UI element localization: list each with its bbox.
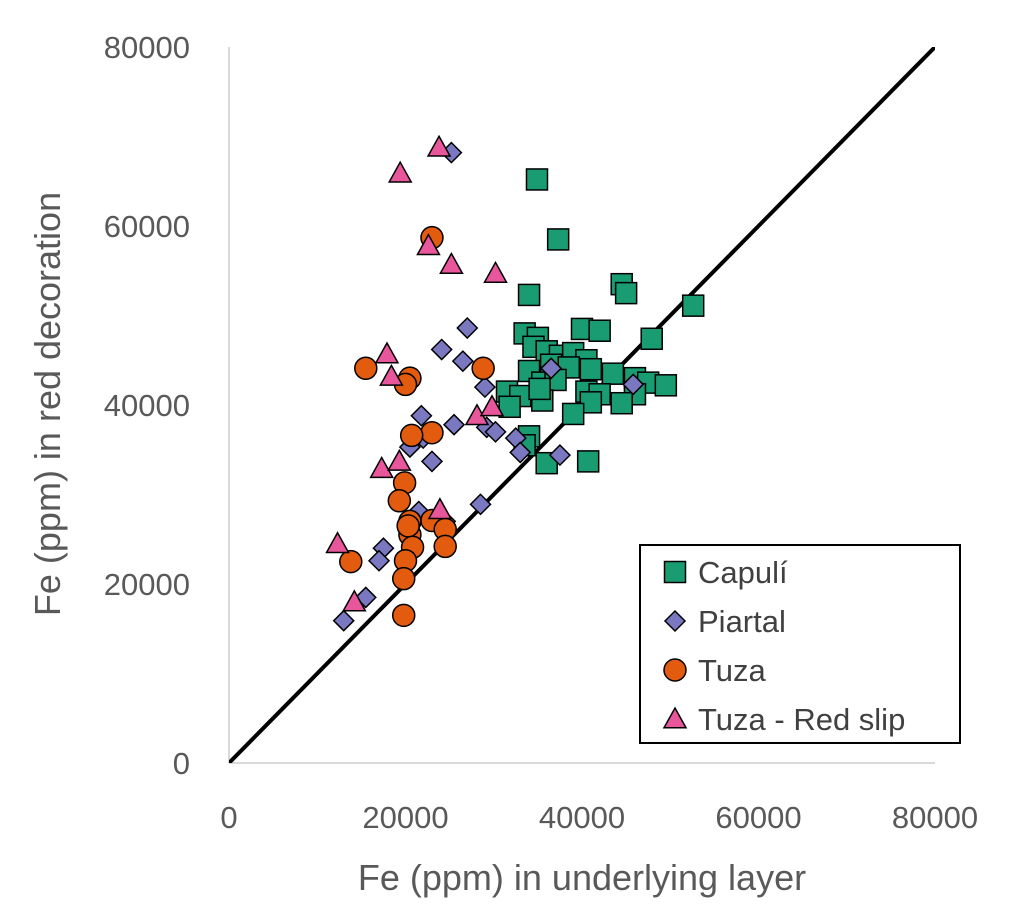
legend-label: Capulí xyxy=(698,555,788,590)
triangle-data-point xyxy=(416,233,441,256)
triangle-data-point xyxy=(342,589,367,612)
triangle-data-point xyxy=(387,448,412,471)
legend-square-icon xyxy=(663,560,687,584)
square-data-point xyxy=(561,402,585,426)
triangle-data-point xyxy=(439,251,464,275)
triangle-data-point xyxy=(369,456,394,479)
triangle-data-point xyxy=(426,134,452,157)
circle-data-point xyxy=(471,356,495,381)
y-tick-label: 0 xyxy=(173,746,190,781)
series-0 xyxy=(495,168,705,475)
square-data-point xyxy=(576,450,600,473)
diamond-data-point xyxy=(548,444,571,467)
circle-data-point xyxy=(339,549,363,574)
legend-box xyxy=(639,544,961,744)
triangle-data-point xyxy=(374,341,400,364)
square-data-point xyxy=(546,228,570,251)
x-axis-title: Fe (ppm) in underlying layer xyxy=(358,857,806,898)
diamond-data-point xyxy=(456,316,479,340)
diamond-data-point xyxy=(540,357,563,380)
data-points xyxy=(325,134,705,632)
triangle-data-point xyxy=(483,260,508,283)
diamond-data-point xyxy=(622,373,645,396)
axes: 0 20000 40000 60000 80000 0 20000 40000 60000 800… xyxy=(104,30,978,835)
diamond-data-point xyxy=(469,493,492,516)
x-tick-label: 20000 xyxy=(362,800,448,835)
diamond-data-point xyxy=(430,338,453,361)
x-tick-label: 80000 xyxy=(892,800,978,835)
square-data-point xyxy=(654,374,678,397)
square-data-point xyxy=(517,283,541,307)
y-tick-label: 40000 xyxy=(104,388,190,423)
y-tick-label: 60000 xyxy=(104,209,190,244)
series-2 xyxy=(339,225,495,628)
triangle-data-point xyxy=(325,531,350,554)
circle-data-point xyxy=(391,566,416,591)
diamond-data-point xyxy=(484,420,507,443)
legend-label: Piartal xyxy=(698,604,786,639)
x-tick-label: 60000 xyxy=(715,800,801,835)
diamond-data-point xyxy=(410,404,433,427)
circle-data-point xyxy=(420,420,444,445)
triangle-data-point xyxy=(387,160,413,183)
square-data-point xyxy=(528,377,551,401)
square-data-point xyxy=(681,294,705,317)
y-tick-label: 80000 xyxy=(104,30,190,65)
diamond-data-point xyxy=(367,549,391,572)
y-axis-title: Fe (ppm) in red decoration xyxy=(27,192,68,616)
legend-item: Piartal xyxy=(663,604,786,639)
square-data-point xyxy=(614,281,638,305)
diamond-data-point xyxy=(442,413,466,436)
square-data-point xyxy=(640,327,663,351)
diamond-data-point xyxy=(420,450,444,473)
triangle-data-point xyxy=(379,363,404,386)
legend-triangle-icon xyxy=(662,706,688,729)
square-data-point xyxy=(588,319,611,342)
diamond-data-point xyxy=(509,441,532,464)
square-data-point xyxy=(579,357,603,381)
legend: Capulí Piartal Tuza Tuza - Red slip xyxy=(639,544,961,744)
circle-data-point xyxy=(391,603,416,628)
legend-item: Capulí xyxy=(663,555,788,590)
circle-data-point xyxy=(399,423,424,448)
legend-item: Tuza - Red slip xyxy=(662,702,905,737)
circle-data-point xyxy=(396,514,420,538)
triangle-data-point xyxy=(427,497,453,520)
square-data-point xyxy=(498,395,521,419)
legend-diamond-icon xyxy=(663,609,687,633)
square-data-point xyxy=(525,168,549,191)
diamond-data-point xyxy=(473,376,496,399)
diamond-data-point xyxy=(451,350,474,373)
legend-item: Tuza xyxy=(663,653,767,688)
circle-data-point xyxy=(433,534,457,559)
square-data-point xyxy=(610,391,633,415)
triangle-data-point xyxy=(479,394,505,417)
circle-data-point xyxy=(354,356,378,381)
legend-label: Tuza xyxy=(698,653,767,688)
square-data-point xyxy=(579,391,603,414)
diamond-data-point xyxy=(332,609,355,632)
series-3 xyxy=(325,134,508,612)
square-data-point xyxy=(601,362,625,385)
x-tick-label: 0 xyxy=(220,800,237,835)
legend-label: Tuza - Red slip xyxy=(698,702,905,737)
x-tick-label: 40000 xyxy=(539,800,625,835)
legend-circle-icon xyxy=(663,658,687,682)
circle-data-point xyxy=(387,489,412,513)
y-tick-label: 20000 xyxy=(104,567,190,602)
